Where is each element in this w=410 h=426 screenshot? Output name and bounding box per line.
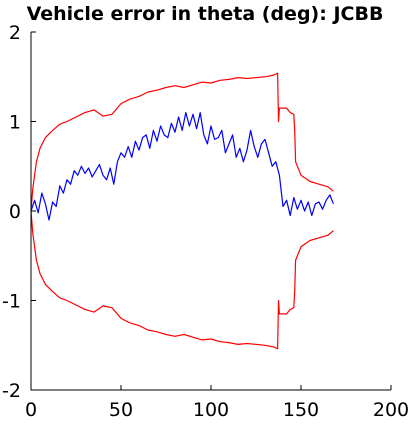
series-layer <box>30 72 334 350</box>
x-tick-label-4: 200 <box>373 399 409 421</box>
y-tick-label-3: 1 <box>9 112 21 134</box>
y-tick-label-4: 2 <box>9 22 21 44</box>
y-tick-label-1: -1 <box>2 291 21 313</box>
y-tick-label-2: 0 <box>9 201 21 223</box>
x-tick-label-3: 150 <box>283 399 319 421</box>
series-line-1 <box>30 210 334 350</box>
x-tick-label-1: 50 <box>109 399 133 421</box>
x-tick-label-0: 0 <box>25 399 37 421</box>
chart-title: Vehicle error in theta (deg): JCBB <box>27 3 384 25</box>
y-tick-label-0: -2 <box>2 380 21 402</box>
axes: 0 50 100 150 200 -2 -1 0 1 2 <box>2 22 409 421</box>
series-line-2 <box>30 111 334 221</box>
series-line-0 <box>30 72 334 212</box>
x-tick-label-2: 100 <box>193 399 229 421</box>
axis-lines <box>30 32 391 391</box>
